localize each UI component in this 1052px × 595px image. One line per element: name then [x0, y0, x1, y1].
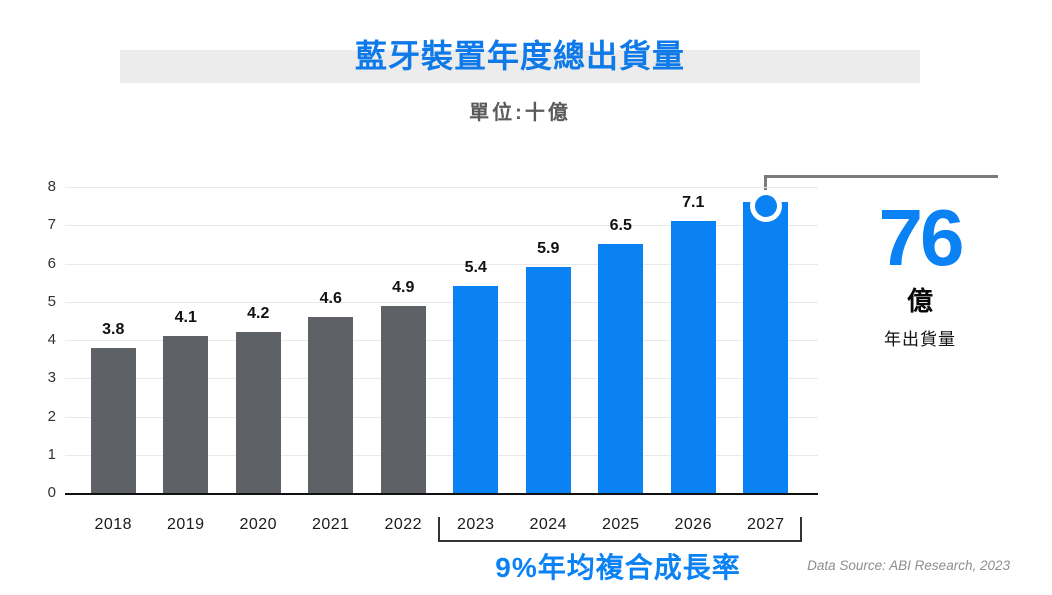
gridline: [65, 340, 818, 341]
bar-slot-2021: 4.6 2021: [295, 187, 368, 533]
callout-connector-horizontal-line: [764, 175, 998, 178]
y-tick-label: 4: [47, 331, 56, 348]
x-tick-label: 2018: [94, 516, 133, 533]
bar-2024: [525, 267, 571, 493]
bar-2022: [380, 305, 426, 493]
cagr-label: 9%年均複合成長率: [495, 552, 741, 583]
forecast-marker-dot: [754, 195, 777, 218]
bar-value-label: 4.1: [174, 309, 197, 327]
x-tick-label: 2022: [384, 516, 423, 533]
callout-big-number: 76: [878, 193, 965, 282]
y-tick-label: 6: [47, 254, 56, 272]
bar-slot-2023: 5.4 2023: [440, 187, 513, 533]
x-tick-label: 2027: [746, 516, 785, 533]
gridline: [65, 187, 818, 188]
highlight-callout: 76 億 年出貨量: [840, 193, 1000, 350]
bar-2027: [743, 202, 789, 493]
chart-subtitle: 單位:十億: [469, 102, 571, 124]
title-band: [120, 50, 920, 83]
bar-2019: [163, 336, 209, 493]
y-axis: 0 1 2 3 4 5 6 7 8: [24, 178, 56, 501]
gridline: [65, 225, 818, 227]
bar-slot-2026: 7.1 2026: [657, 187, 730, 533]
x-tick-label: 2026: [674, 516, 713, 533]
gridline: [65, 301, 818, 303]
data-source: Data Source: ABI Research, 2023: [807, 558, 1010, 573]
y-tick-label: 1: [47, 445, 56, 463]
forecast-marker-ring: [749, 190, 782, 223]
x-tick-label: 2019: [166, 516, 205, 533]
bar-2023: [453, 286, 499, 493]
bar-2018: [90, 347, 136, 493]
callout-connector-vertical-line: [764, 175, 767, 193]
bar-value-label: 7.1: [682, 194, 705, 212]
bar-value-label: 4.2: [247, 305, 270, 323]
y-tick-label: 3: [47, 369, 56, 387]
bar-value-label: 6.5: [609, 217, 632, 235]
bar-slot-2025: 6.5 2025: [585, 187, 658, 533]
callout-caption: 年出貨量: [884, 330, 956, 349]
bar-slot-2019: 4.1 2019: [150, 187, 223, 533]
bar-2021: [308, 317, 354, 493]
y-tick-label: 8: [47, 178, 56, 195]
x-tick-label: 2024: [529, 516, 568, 533]
chart-title: 藍牙裝置年度總出貨量: [354, 38, 685, 74]
bar-slot-2018: 3.8 2018: [77, 187, 150, 533]
gridline: [65, 416, 818, 418]
bar-2026: [670, 221, 716, 493]
bar-slot-2027: 2027: [730, 187, 803, 533]
bar-2020: [235, 332, 281, 493]
gridline: [65, 263, 818, 265]
bar-slot-2022: 4.9 2022: [367, 187, 440, 533]
y-tick-label: 7: [47, 216, 56, 234]
x-tick-label: 2023: [456, 516, 495, 533]
bar-slot-2024: 5.9 2024: [512, 187, 585, 533]
x-tick-label: 2025: [601, 516, 640, 533]
bar-value-label: 4.6: [319, 290, 342, 308]
bar-value-label: 5.4: [464, 259, 487, 277]
plot-area: 3.8 2018 4.1 2019 4.2 2020 4.6 2021 4.9 2022 5.4 20…: [65, 187, 818, 533]
cagr-bracket: [438, 517, 802, 542]
gridline: [65, 378, 818, 380]
callout-unit: 億: [906, 286, 933, 316]
bar-value-label: 5.9: [537, 240, 560, 258]
gridline: [65, 454, 818, 456]
y-tick-label: 2: [47, 407, 56, 425]
x-tick-label: 2020: [239, 516, 278, 533]
bar-value-label: 4.9: [392, 278, 415, 296]
x-tick-label: 2021: [311, 516, 350, 533]
bar-slot-2020: 4.2 2020: [222, 187, 295, 533]
bar-2025: [598, 244, 644, 493]
bar-value-label: 3.8: [102, 320, 125, 338]
y-tick-label: 0: [47, 484, 56, 501]
y-tick-label: 5: [47, 292, 56, 310]
